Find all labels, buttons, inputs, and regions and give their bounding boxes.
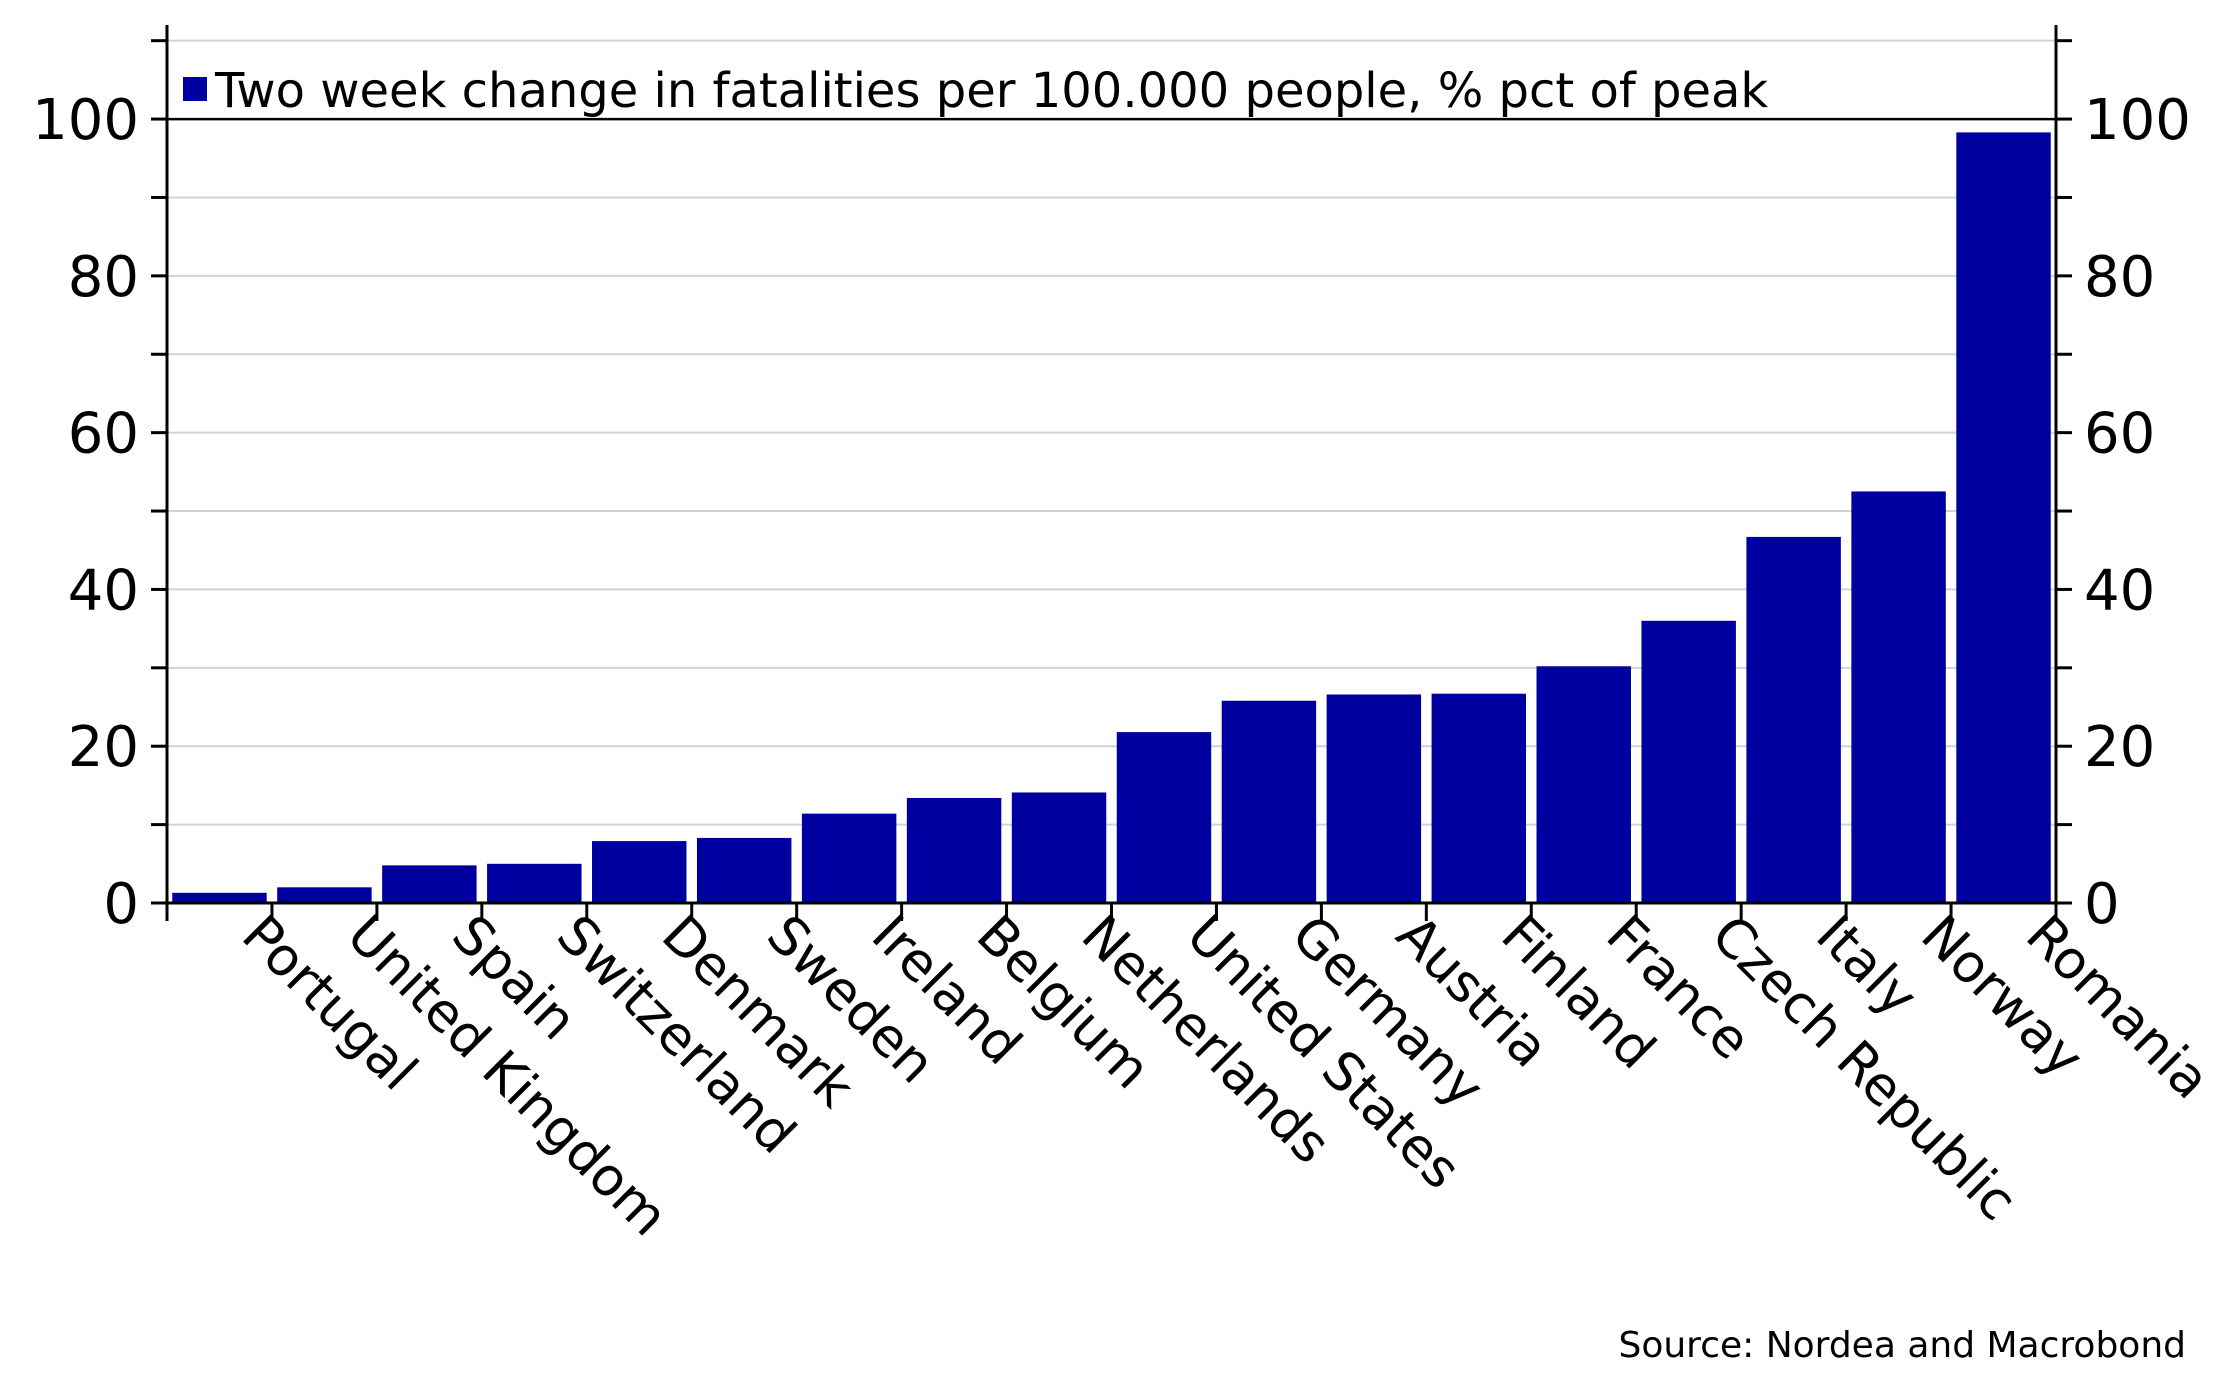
legend: Two week change in fatalities per 100.00… — [183, 63, 1768, 119]
source-note: Source: Nordea and Macrobond — [1618, 1325, 2186, 1366]
bar — [1956, 132, 2051, 904]
y-tick-label-right: 60 — [2084, 402, 2155, 467]
bar — [1116, 732, 1212, 903]
bar — [1851, 491, 1946, 903]
legend-swatch — [183, 77, 207, 101]
bar — [1641, 620, 1736, 903]
bar — [487, 863, 582, 903]
bar — [172, 892, 267, 903]
bar — [1536, 666, 1631, 903]
y-tick-label-left: 100 — [32, 88, 139, 153]
y-tick-label-left: 20 — [68, 715, 139, 780]
y-tick-label-right: 100 — [2084, 88, 2191, 153]
y-tick-labels: 0 0 20 20 40 40 60 60 80 80 100 100 — [32, 88, 2191, 937]
y-tick-label-left: 80 — [68, 245, 139, 310]
y-tick-label-left: 60 — [68, 402, 139, 467]
bar — [1011, 792, 1107, 903]
y-tick-label-right: 40 — [2084, 558, 2155, 623]
bar — [382, 865, 477, 903]
bars — [172, 132, 2051, 904]
bar — [1431, 693, 1527, 903]
bar — [592, 841, 687, 903]
legend-label: Two week change in fatalities per 100.00… — [214, 63, 1768, 119]
bar — [1746, 536, 1841, 903]
bar — [906, 797, 1002, 903]
y-tick-label-left: 0 — [103, 872, 139, 937]
bar — [1326, 694, 1422, 903]
bar — [1221, 700, 1317, 903]
axes — [151, 25, 2072, 921]
bar — [277, 887, 372, 903]
y-tick-label-right: 20 — [2084, 715, 2155, 780]
y-tick-label-right: 80 — [2084, 245, 2155, 310]
y-tick-label-left: 40 — [68, 558, 139, 623]
bar — [801, 813, 897, 903]
bar — [696, 837, 792, 903]
y-tick-label-right: 0 — [2084, 872, 2120, 937]
